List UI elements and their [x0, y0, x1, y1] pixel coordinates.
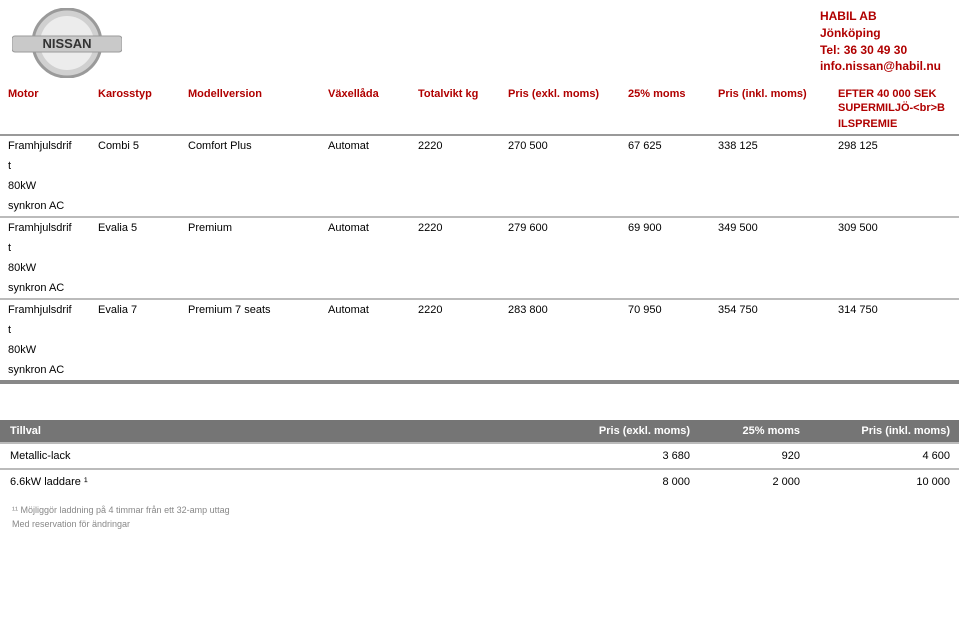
col-pris-inkl: Pris (inkl. moms): [710, 82, 830, 102]
company-info: HABIL AB Jönköping Tel: 36 30 49 30 info…: [820, 8, 947, 75]
cell-sub: synkron AC: [0, 360, 90, 380]
cell-sub: 80kW: [0, 258, 90, 278]
cell: Combi 5: [90, 135, 180, 156]
table-row: Framhjulsdrif Evalia 5 Premium Automat 2…: [0, 217, 959, 238]
cell-sub: t: [0, 156, 90, 176]
footnote-2: Med reservation för ändringar: [12, 518, 947, 532]
cell: Premium: [180, 217, 320, 238]
table-row: t: [0, 238, 959, 258]
company-city: Jönköping: [820, 25, 941, 42]
col-efter-sub2: ILSPREMIE: [830, 118, 959, 134]
cell: 6.6kW laddare ¹: [0, 469, 560, 494]
cell: 2 000: [700, 469, 810, 494]
cell: 279 600: [500, 217, 620, 238]
cell: 354 750: [710, 299, 830, 320]
col-motor: Motor: [0, 82, 90, 102]
cell: 2220: [410, 217, 500, 238]
col-totalvikt: Totalvikt kg: [410, 82, 500, 102]
nissan-logo: NISSAN: [12, 8, 122, 78]
tillval-table: Tillval Pris (exkl. moms) 25% moms Pris …: [0, 420, 959, 494]
cell: 2220: [410, 299, 500, 320]
price-group-2: Framhjulsdrif Evalia 7 Premium 7 seats A…: [0, 299, 959, 380]
cell: Comfort Plus: [180, 135, 320, 156]
table-row: Framhjulsdrif Combi 5 Comfort Plus Autom…: [0, 135, 959, 156]
cell: Evalia 7: [90, 299, 180, 320]
price-table-header: Motor Karosstyp Modellversion Växellåda …: [0, 82, 959, 102]
cell: Framhjulsdrif: [0, 135, 90, 156]
cell: Evalia 5: [90, 217, 180, 238]
cell: 10 000: [810, 469, 959, 494]
col-vaxellada: Växellåda: [320, 82, 410, 102]
tillval-title: Tillval: [0, 420, 560, 442]
col-efter-sub1: SUPERMILJÖ-<br>B: [830, 102, 959, 118]
cell: 338 125: [710, 135, 830, 156]
col-moms: 25% moms: [620, 82, 710, 102]
col-modellversion: Modellversion: [180, 82, 320, 102]
cell: 349 500: [710, 217, 830, 238]
cell: 70 950: [620, 299, 710, 320]
cell: 309 500: [830, 217, 959, 238]
tillval-col-pris-inkl: Pris (inkl. moms): [810, 420, 959, 442]
cell: 67 625: [620, 135, 710, 156]
tillval-col-moms: 25% moms: [700, 420, 810, 442]
footnote-1: ¹¹ Möjliggör laddning på 4 timmar från e…: [12, 504, 947, 518]
table-row: t: [0, 320, 959, 340]
cell: 8 000: [560, 469, 700, 494]
cell-sub: synkron AC: [0, 196, 90, 216]
price-group-1: Framhjulsdrif Evalia 5 Premium Automat 2…: [0, 217, 959, 299]
cell: Metallic-lack: [0, 443, 560, 468]
cell-sub: 80kW: [0, 340, 90, 360]
tillval-col-pris-exkl: Pris (exkl. moms): [560, 420, 700, 442]
cell-sub: t: [0, 320, 90, 340]
cell: Framhjulsdrif: [0, 299, 90, 320]
price-group-0: Framhjulsdrif Combi 5 Comfort Plus Autom…: [0, 135, 959, 217]
cell: 3 680: [560, 443, 700, 468]
table-row: 80kW: [0, 258, 959, 278]
company-name: HABIL AB: [820, 8, 941, 25]
cell: Automat: [320, 217, 410, 238]
company-email: info.nissan@habil.nu: [820, 58, 941, 75]
table-row: 80kW: [0, 340, 959, 360]
cell-sub: synkron AC: [0, 278, 90, 298]
cell: 2220: [410, 135, 500, 156]
cell: Premium 7 seats: [180, 299, 320, 320]
cell: Framhjulsdrif: [0, 217, 90, 238]
table-row: t: [0, 156, 959, 176]
price-table: Motor Karosstyp Modellversion Växellåda …: [0, 82, 959, 384]
page-header: NISSAN HABIL AB Jönköping Tel: 36 30 49 …: [0, 0, 959, 82]
cell: 314 750: [830, 299, 959, 320]
tillval-row: Metallic-lack 3 680 920 4 600: [0, 443, 959, 468]
cell: 4 600: [810, 443, 959, 468]
footnotes: ¹¹ Möjliggör laddning på 4 timmar från e…: [0, 494, 959, 535]
cell: 270 500: [500, 135, 620, 156]
cell: 920: [700, 443, 810, 468]
cell: 298 125: [830, 135, 959, 156]
col-pris-exkl: Pris (exkl. moms): [500, 82, 620, 102]
company-tel: Tel: 36 30 49 30: [820, 42, 941, 59]
table-row: synkron AC: [0, 196, 959, 216]
cell: Automat: [320, 135, 410, 156]
col-karosstyp: Karosstyp: [90, 82, 180, 102]
tillval-row: 6.6kW laddare ¹ 8 000 2 000 10 000: [0, 469, 959, 494]
col-efter: EFTER 40 000 SEK: [830, 82, 959, 102]
cell-sub: t: [0, 238, 90, 258]
cell: Automat: [320, 299, 410, 320]
logo-text: NISSAN: [42, 36, 91, 51]
table-row: synkron AC: [0, 360, 959, 380]
cell: 283 800: [500, 299, 620, 320]
cell-sub: 80kW: [0, 176, 90, 196]
table-row: Framhjulsdrif Evalia 7 Premium 7 seats A…: [0, 299, 959, 320]
table-row: synkron AC: [0, 278, 959, 298]
tillval-header: Tillval Pris (exkl. moms) 25% moms Pris …: [0, 420, 959, 442]
table-row: 80kW: [0, 176, 959, 196]
cell: 69 900: [620, 217, 710, 238]
